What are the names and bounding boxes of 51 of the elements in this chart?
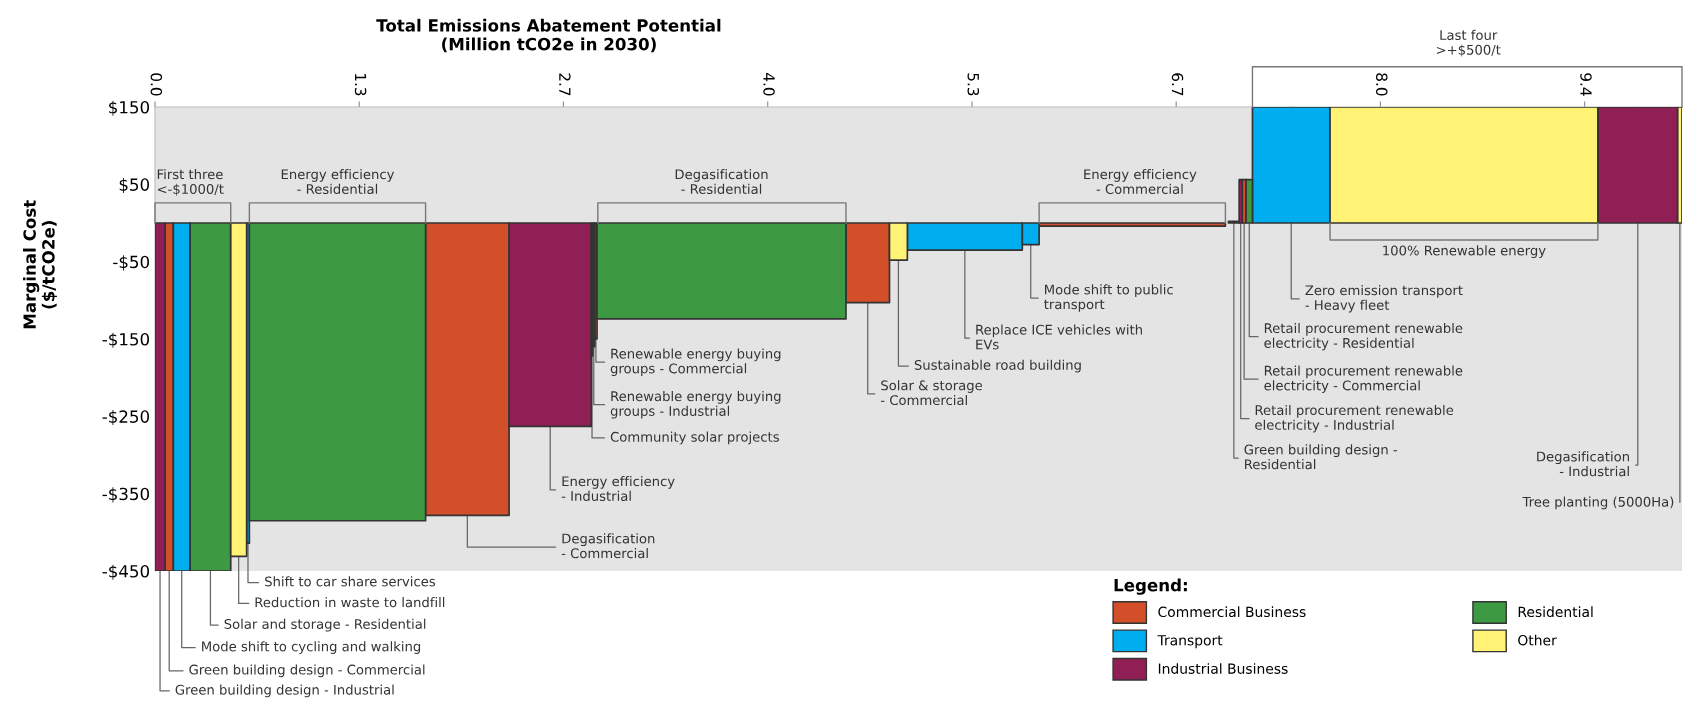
y-axis-title: Marginal Cost ($/tCO2e) bbox=[23, 200, 57, 329]
annotation: Renewable energy buying groups - Industrial bbox=[610, 390, 781, 419]
annotation: Solar & storage - Commercial bbox=[880, 380, 983, 406]
annotation: Energy efficiency - Commercial bbox=[1084, 169, 1197, 194]
annotation: Sustainable road building bbox=[914, 359, 1081, 373]
legend-label: Residential bbox=[1518, 606, 1593, 618]
legend-label: Industrial Business bbox=[1158, 663, 1288, 674]
annotation: Tree planting (5000Ha) bbox=[1522, 496, 1674, 510]
annotation: Reduction in waste to landfill bbox=[255, 597, 445, 608]
x-tick-label: 1.3 bbox=[354, 73, 367, 96]
annotation: Energy efficiency - Residential bbox=[281, 169, 395, 194]
text: Last four >+$500/t bbox=[1436, 29, 1501, 57]
x-tick-label: 9.4 bbox=[1580, 73, 1592, 96]
x-tick-label: 6.7 bbox=[1171, 73, 1184, 96]
annotation: Zero emission transport - Heavy fleet bbox=[1305, 285, 1463, 313]
y-tick-label: $150 bbox=[109, 100, 150, 116]
annotation: Community solar projects bbox=[610, 431, 779, 445]
annotation: Degasification - Residential bbox=[675, 169, 768, 194]
annotation: Green building design - Residential bbox=[1244, 444, 1398, 470]
annotation: Green building design - Industrial bbox=[175, 684, 394, 698]
annotation: Solar and storage - Residential bbox=[224, 618, 426, 632]
legend-title: Legend: bbox=[1114, 578, 1187, 595]
y-tick-label: -$350 bbox=[102, 487, 150, 503]
annotation: Energy efficiency - Industrial bbox=[561, 476, 675, 502]
annotation: Degasification - Industrial bbox=[1537, 451, 1629, 477]
annotation: Mode shift to cycling and walking bbox=[202, 641, 421, 654]
annotation: Shift to car share services bbox=[265, 576, 436, 587]
y-tick-label: -$250 bbox=[102, 410, 150, 426]
y-tick-label: -$50 bbox=[113, 255, 150, 271]
x-tick-label: 5.3 bbox=[967, 73, 980, 96]
y-tick-label: -$150 bbox=[102, 332, 150, 348]
legend-label: Commercial Business bbox=[1158, 606, 1306, 618]
legend-label: Transport bbox=[1157, 635, 1223, 649]
legend-label: Other bbox=[1518, 634, 1557, 646]
x-tick-label: 2.7 bbox=[559, 73, 571, 96]
annotation: First three <-$1000/t bbox=[157, 169, 224, 196]
annotation: Mode shift to public transport bbox=[1044, 284, 1173, 312]
x-axis-title: Total Emissions Abatement Potential (Million tCO2e in 2030) bbox=[376, 18, 721, 53]
x-tick-label: 4.0 bbox=[763, 73, 775, 96]
x-tick-label: 8.0 bbox=[1375, 73, 1388, 96]
annotation: Retail procurement renewable electricity - Residential bbox=[1264, 322, 1463, 351]
annotation: Renewable energy buying groups - Commercial bbox=[610, 348, 781, 376]
annotation: Replace ICE vehicles with EVs bbox=[976, 324, 1142, 350]
annotation: Degasification - Commercial bbox=[561, 533, 655, 559]
annotation: Retail procurement renewable electricity - Industrial bbox=[1255, 404, 1454, 433]
annotation: 100% Renewable energy bbox=[1383, 245, 1546, 258]
annotation: Retail procurement renewable electricity - Commercial bbox=[1264, 365, 1463, 393]
y-tick-label: -$450 bbox=[102, 564, 150, 580]
y-tick-label: $50 bbox=[119, 178, 150, 194]
x-tick-label: 0.0 bbox=[150, 73, 163, 96]
annotation: Green building design - Commercial bbox=[189, 664, 425, 678]
